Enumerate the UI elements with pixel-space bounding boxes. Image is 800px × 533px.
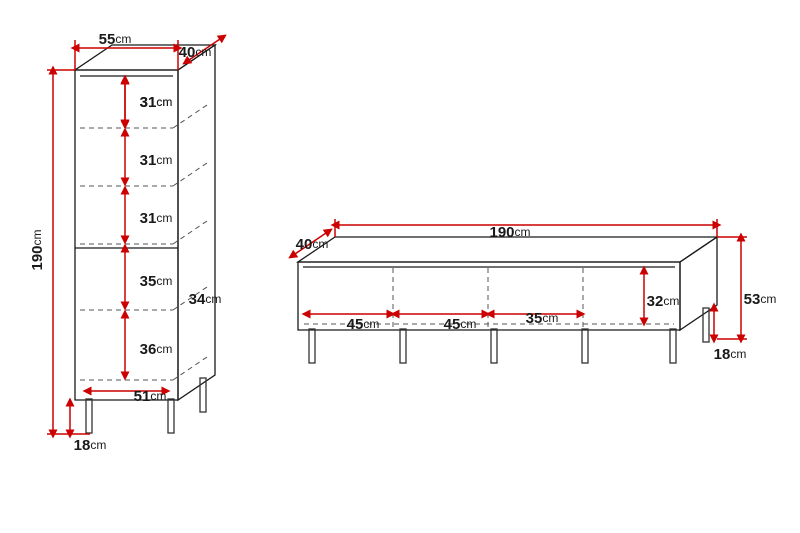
dim-tall-31b: 31cm	[140, 152, 173, 169]
svg-text:51cm: 51cm	[134, 388, 167, 405]
dim-tall-width-55: 55cm	[99, 31, 132, 48]
dim-tall-34: 34cm	[189, 291, 222, 308]
dim-tall-31c: 31cm	[140, 210, 173, 227]
furniture-diagram-svg: 55cm40cm190cm31cm31cm31cm31cm35cm34cm36c…	[0, 0, 800, 533]
dim-low-height-53: 53cm	[744, 291, 777, 308]
dim-low-bay-35: 35cm	[526, 310, 559, 327]
svg-text:18cm: 18cm	[714, 346, 747, 363]
dim-low-depth-40: 40cm	[296, 236, 329, 253]
svg-text:40cm: 40cm	[296, 236, 329, 253]
svg-text:31cm: 31cm	[140, 210, 173, 227]
svg-text:55cm: 55cm	[99, 31, 132, 48]
dim-tall-31a: 31cm	[140, 94, 173, 111]
svg-text:190cm: 190cm	[29, 229, 46, 270]
dim-low-width-190: 190cm	[489, 224, 530, 241]
dim-low-bay-45a: 45cm	[347, 316, 380, 333]
dim-low-bay-45b: 45cm	[444, 316, 477, 333]
dim-tall-depth-40: 40cm	[179, 44, 212, 61]
svg-text:190cm: 190cm	[489, 224, 530, 241]
dim-tall-leg-18: 18cm	[74, 437, 107, 454]
dim-tall-height-190: 190cm	[29, 229, 46, 270]
diagram-canvas: 55cm40cm190cm31cm31cm31cm31cm35cm34cm36c…	[0, 0, 800, 533]
svg-text:32cm: 32cm	[647, 293, 680, 310]
svg-text:31cm: 31cm	[140, 152, 173, 169]
dim-tall-36: 36cm	[140, 341, 173, 358]
dim-low-leg-18: 18cm	[714, 346, 747, 363]
svg-text:36cm: 36cm	[140, 341, 173, 358]
svg-text:45cm: 45cm	[347, 316, 380, 333]
svg-text:35cm: 35cm	[526, 310, 559, 327]
svg-text:53cm: 53cm	[744, 291, 777, 308]
svg-text:31cm: 31cm	[140, 94, 173, 111]
dim-tall-35: 35cm	[140, 273, 173, 290]
svg-text:18cm: 18cm	[74, 437, 107, 454]
svg-text:45cm: 45cm	[444, 316, 477, 333]
svg-text:40cm: 40cm	[179, 44, 212, 61]
dim-tall-51: 51cm	[134, 388, 167, 405]
svg-text:34cm: 34cm	[189, 291, 222, 308]
dim-low-32: 32cm	[647, 293, 680, 310]
svg-text:35cm: 35cm	[140, 273, 173, 290]
